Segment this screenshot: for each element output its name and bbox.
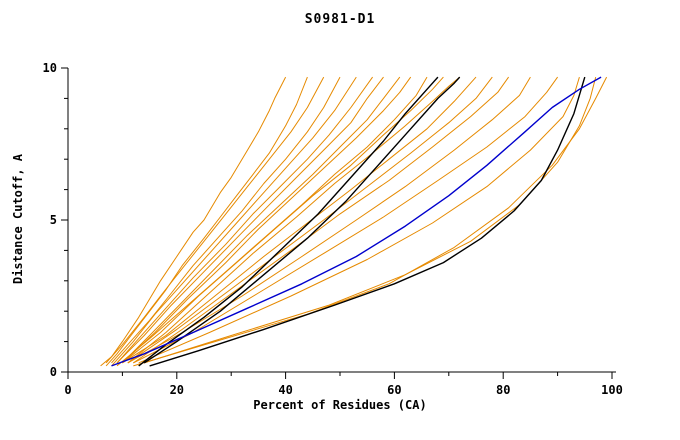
x-tick-label: 20	[170, 383, 184, 397]
series-orange-02	[105, 76, 308, 367]
series-orange-06	[116, 76, 374, 364]
series-blue-1	[111, 76, 602, 367]
series-orange-20	[133, 76, 608, 367]
series-orange-13	[122, 76, 477, 364]
x-tick-label: 40	[278, 383, 292, 397]
x-tick-label: 0	[64, 383, 71, 397]
series-orange-03	[105, 76, 325, 364]
x-tick-label: 60	[387, 383, 401, 397]
series-orange-14	[127, 76, 493, 364]
series-black-3	[149, 76, 586, 367]
chart-title: S0981-D1	[304, 12, 376, 27]
series-orange-12	[127, 76, 461, 364]
series-orange-19	[144, 76, 597, 364]
y-tick-label: 0	[50, 365, 57, 379]
y-tick-label: 5	[50, 213, 57, 227]
x-tick-label: 80	[496, 383, 510, 397]
series-orange-04	[111, 76, 341, 364]
x-tick-label: 100	[601, 383, 623, 397]
series-orange-05	[111, 76, 357, 367]
series-orange-07	[116, 76, 384, 364]
series-orange-01	[100, 76, 287, 367]
series-black-2	[143, 76, 461, 364]
series-orange-16	[127, 76, 531, 364]
series-orange-15	[133, 76, 510, 364]
y-tick-label: 10	[43, 61, 57, 75]
series-black-1	[138, 76, 439, 367]
series-orange-08	[122, 76, 401, 364]
series-orange-11	[122, 76, 444, 364]
series-orange-18	[138, 76, 580, 364]
series-orange-17	[133, 76, 559, 364]
series-orange-09	[122, 76, 412, 364]
x-axis-label: Percent of Residues (CA)	[253, 398, 427, 412]
